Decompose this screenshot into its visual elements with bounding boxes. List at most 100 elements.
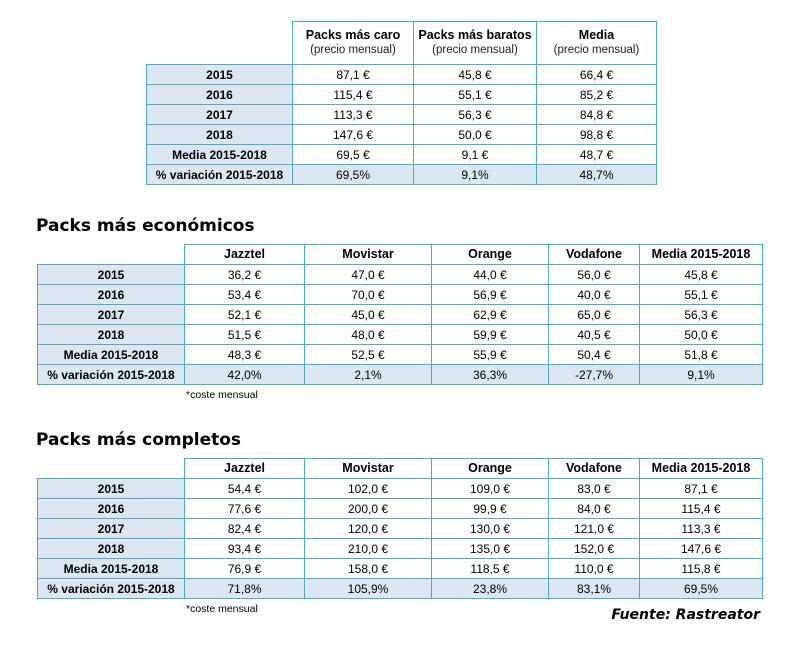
table-header-row: Jazztel Movistar Orange Vodafone Media 2… (38, 244, 763, 265)
table-cell: 51,5 € (184, 324, 305, 345)
footnote: *coste mensual (186, 389, 258, 401)
column-header: Media 2015-2018 (639, 458, 763, 479)
table-row: 2018 147,6 € 50,0 € 98,8 € (146, 124, 657, 145)
table-row: 2016 53,4 € 70,0 € 56,9 € 40,0 € 55,1 € (37, 284, 763, 305)
table-cell: 2,1% (304, 364, 432, 385)
footnote: *coste mensual (186, 603, 258, 615)
table-cell: 77,6 € (184, 498, 305, 519)
row-label: % variación 2015-2018 (146, 164, 293, 185)
table-cell: 82,4 € (184, 518, 305, 539)
table-cell: 48,3 € (184, 344, 305, 365)
table-cell: 109,0 € (431, 478, 549, 499)
column-header: Jazztel (184, 244, 305, 265)
summary-table: Packs más caro (precio mensual) Packs más… (146, 21, 657, 185)
table-cell: 55,1 € (639, 284, 763, 305)
table-cell: 69,5% (639, 578, 763, 599)
table-cell: 42,0% (184, 364, 305, 385)
table-cell: 120,0 € (304, 518, 432, 539)
table-cell: 76,9 € (184, 558, 305, 579)
table-cell: 147,6 € (292, 124, 414, 145)
table-cell: 59,9 € (431, 324, 549, 345)
table-cell: 23,8% (431, 578, 549, 599)
row-label: 2015 (146, 64, 293, 85)
column-header: Packs más baratos (precio mensual) (413, 21, 537, 65)
table-cell: 47,0 € (304, 264, 432, 285)
table-cell: 69,5% (292, 164, 414, 185)
row-label: 2017 (146, 104, 293, 125)
table-cell: 48,7% (536, 164, 657, 185)
table-cell: 48,7 € (536, 144, 657, 165)
table-cell: 105,9% (304, 578, 432, 599)
table-row: Media 2015-2018 76,9 € 158,0 € 118,5 € 1… (37, 558, 763, 579)
table-cell: 9,1% (413, 164, 537, 185)
table-cell: 147,6 € (639, 538, 763, 559)
table-row: 2017 113,3 € 56,3 € 84,8 € (146, 104, 657, 125)
table-cell: 115,8 € (639, 558, 763, 579)
table-row: 2017 82,4 € 120,0 € 130,0 € 121,0 € 113,… (37, 518, 763, 539)
table-cell: 84,0 € (548, 498, 640, 519)
table-cell: 56,3 € (413, 104, 537, 125)
row-label: 2016 (37, 284, 185, 305)
column-header: Media (precio mensual) (536, 21, 657, 65)
table-cell: 69,5 € (292, 144, 414, 165)
table-cell: 51,8 € (639, 344, 763, 365)
table-row: 2016 77,6 € 200,0 € 99,9 € 84,0 € 115,4 … (37, 498, 763, 519)
table-cell: 83,1% (548, 578, 640, 599)
table-cell: 85,2 € (536, 84, 657, 105)
table-cell: 52,1 € (184, 304, 305, 325)
table-cell: 70,0 € (304, 284, 432, 305)
column-header: Orange (431, 244, 549, 265)
table-cell: 50,4 € (548, 344, 640, 365)
table-cell: 102,0 € (304, 478, 432, 499)
table-cell: 99,9 € (431, 498, 549, 519)
table-cell: 40,5 € (548, 324, 640, 345)
table-cell: 135,0 € (431, 538, 549, 559)
table-cell: 113,3 € (639, 518, 763, 539)
table-cell: 48,0 € (304, 324, 432, 345)
table-row: % variación 2015-2018 71,8% 105,9% 23,8%… (37, 578, 763, 599)
row-label: % variación 2015-2018 (37, 364, 185, 385)
column-header: Vodafone (548, 458, 640, 479)
table-cell: 45,8 € (639, 264, 763, 285)
row-label: 2015 (37, 478, 185, 499)
section-title: Packs más económicos (36, 216, 255, 236)
table-row: Media 2015-2018 48,3 € 52,5 € 55,9 € 50,… (37, 344, 763, 365)
table-cell: 40,0 € (548, 284, 640, 305)
table-cell: 98,8 € (536, 124, 657, 145)
table-row: % variación 2015-2018 42,0% 2,1% 36,3% -… (37, 364, 763, 385)
row-label: Media 2015-2018 (37, 558, 185, 579)
table-row: 2015 54,4 € 102,0 € 109,0 € 83,0 € 87,1 … (37, 478, 763, 499)
table-cell: 9,1 € (413, 144, 537, 165)
row-label: 2018 (37, 538, 185, 559)
table-cell: 50,0 € (639, 324, 763, 345)
table-cell: 56,3 € (639, 304, 763, 325)
complete-packs-table: Jazztel Movistar Orange Vodafone Media 2… (37, 458, 763, 599)
table-cell: 55,1 € (413, 84, 537, 105)
table-cell: 115,4 € (639, 498, 763, 519)
row-label: 2018 (37, 324, 185, 345)
table-cell: 152,0 € (548, 538, 640, 559)
table-row: % variación 2015-2018 69,5% 9,1% 48,7% (146, 164, 657, 185)
table-cell: 50,0 € (413, 124, 537, 145)
table-cell: -27,7% (548, 364, 640, 385)
table-cell: 66,4 € (536, 64, 657, 85)
row-label: 2015 (37, 264, 185, 285)
table-header-row: Packs más caro (precio mensual) Packs más… (147, 21, 657, 65)
table-row: 2018 93,4 € 210,0 € 135,0 € 152,0 € 147,… (37, 538, 763, 559)
row-label: Media 2015-2018 (146, 144, 293, 165)
table-row: 2015 87,1 € 45,8 € 66,4 € (146, 64, 657, 85)
column-header: Packs más caro (precio mensual) (292, 21, 414, 65)
column-header: Jazztel (184, 458, 305, 479)
table-cell: 83,0 € (548, 478, 640, 499)
row-label: 2016 (146, 84, 293, 105)
table-cell: 55,9 € (431, 344, 549, 365)
table-cell: 115,4 € (292, 84, 414, 105)
table-cell: 121,0 € (548, 518, 640, 539)
table-cell: 45,0 € (304, 304, 432, 325)
table-row: 2017 52,1 € 45,0 € 62,9 € 65,0 € 56,3 € (37, 304, 763, 325)
table-cell: 158,0 € (304, 558, 432, 579)
row-label: 2017 (37, 518, 185, 539)
table-cell: 56,0 € (548, 264, 640, 285)
row-label: 2018 (146, 124, 293, 145)
table-cell: 110,0 € (548, 558, 640, 579)
